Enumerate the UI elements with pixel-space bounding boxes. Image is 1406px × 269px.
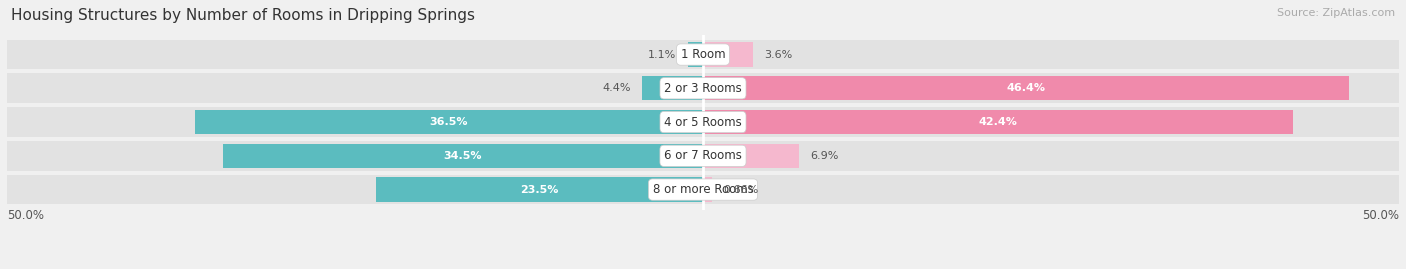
Bar: [703, 76, 1348, 100]
Text: 36.5%: 36.5%: [430, 117, 468, 127]
Bar: [7, 175, 1399, 204]
Text: 50.0%: 50.0%: [1362, 209, 1399, 222]
Bar: [7, 73, 1399, 103]
Bar: [222, 144, 703, 168]
Text: 42.4%: 42.4%: [979, 117, 1018, 127]
Text: 4 or 5 Rooms: 4 or 5 Rooms: [664, 116, 742, 129]
Text: 0.66%: 0.66%: [723, 185, 759, 194]
Text: 46.4%: 46.4%: [1007, 83, 1046, 93]
Text: 50.0%: 50.0%: [7, 209, 44, 222]
Bar: [703, 144, 799, 168]
Bar: [703, 178, 713, 202]
Text: 1 Room: 1 Room: [681, 48, 725, 61]
Text: 6 or 7 Rooms: 6 or 7 Rooms: [664, 149, 742, 162]
Bar: [641, 76, 703, 100]
Text: 4.4%: 4.4%: [602, 83, 631, 93]
Text: 6.9%: 6.9%: [810, 151, 838, 161]
Bar: [7, 40, 1399, 69]
Text: 23.5%: 23.5%: [520, 185, 558, 194]
Text: Source: ZipAtlas.com: Source: ZipAtlas.com: [1277, 8, 1395, 18]
Text: Housing Structures by Number of Rooms in Dripping Springs: Housing Structures by Number of Rooms in…: [11, 8, 475, 23]
Bar: [688, 43, 703, 67]
Bar: [7, 107, 1399, 137]
Text: 3.6%: 3.6%: [765, 49, 793, 59]
Bar: [703, 43, 754, 67]
Bar: [703, 110, 1294, 134]
Bar: [195, 110, 703, 134]
Text: 34.5%: 34.5%: [444, 151, 482, 161]
Text: 2 or 3 Rooms: 2 or 3 Rooms: [664, 82, 742, 95]
Text: 1.1%: 1.1%: [648, 49, 676, 59]
Bar: [7, 141, 1399, 171]
Bar: [375, 178, 703, 202]
Text: 8 or more Rooms: 8 or more Rooms: [652, 183, 754, 196]
